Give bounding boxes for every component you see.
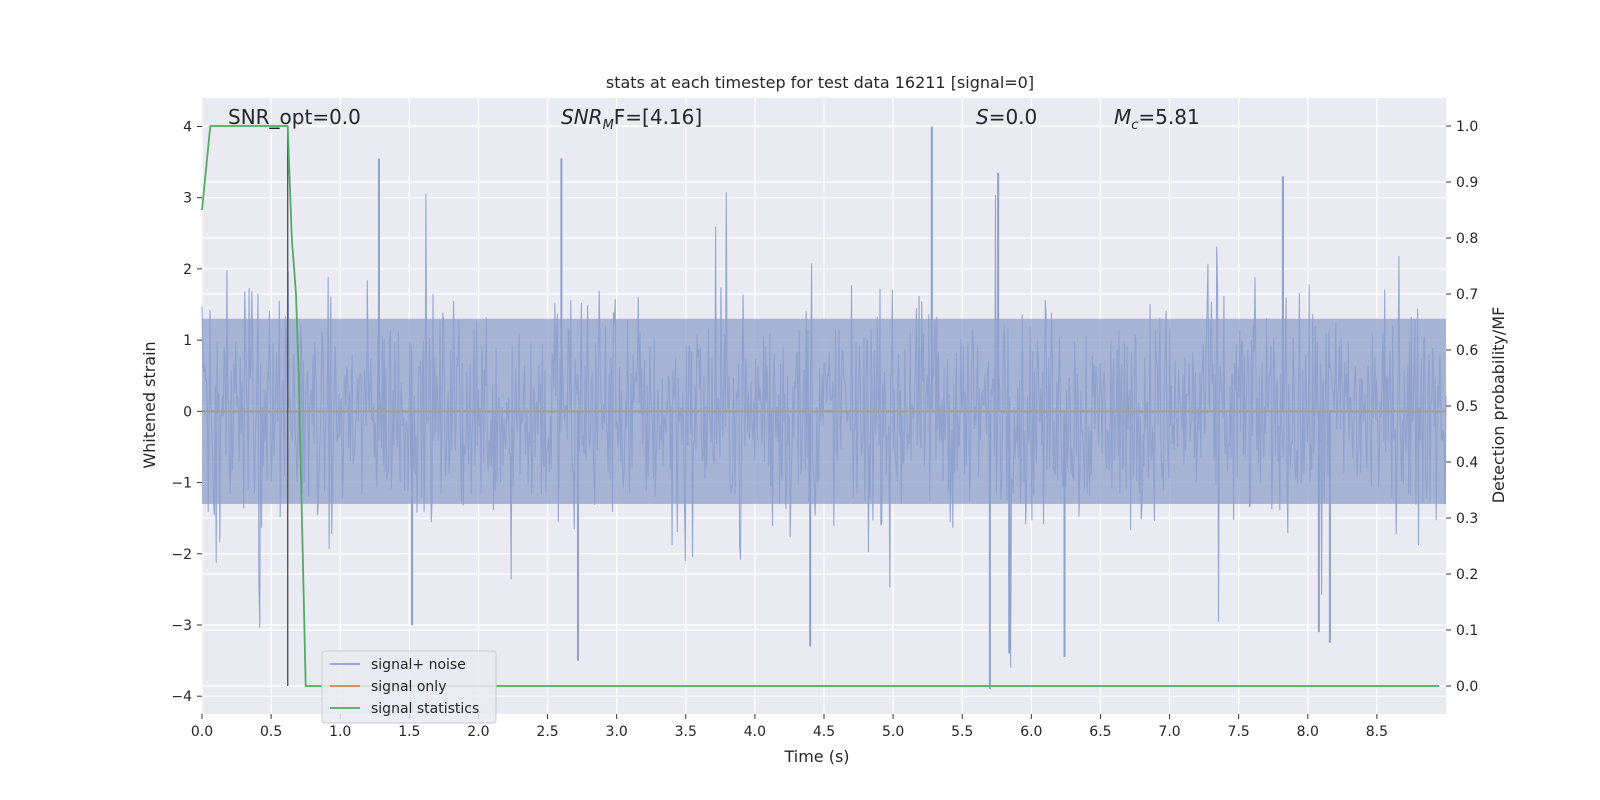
y-right-tick-label: 0.3	[1456, 511, 1478, 527]
y-left-tick-label: −3	[171, 618, 192, 634]
y-left-tick-label: 2	[183, 262, 192, 278]
y-axis-label-left: Whitened strain	[140, 341, 159, 468]
legend-box	[321, 650, 497, 724]
y-right-tick-label: 0.9	[1456, 175, 1478, 191]
series-signal-statistics	[201, 125, 1440, 687]
y-right-tick-label: 0.7	[1456, 287, 1478, 303]
y-right-tick-label: 0.4	[1456, 455, 1478, 471]
x-tick-label: 7.0	[1158, 724, 1180, 740]
y-left-tick-label: −4	[171, 689, 192, 705]
y-axis-label-right: Detection probability/MF	[1489, 307, 1508, 504]
x-tick-label: 6.5	[1089, 724, 1111, 740]
chart-title: stats at each timestep for test data 162…	[606, 73, 1034, 92]
x-tick-label: 4.0	[744, 724, 766, 740]
x-tick-label: 3.0	[606, 724, 628, 740]
x-tick-label: 5.5	[951, 724, 973, 740]
x-tick-label: 8.5	[1366, 724, 1388, 740]
x-tick-label: 1.0	[329, 724, 351, 740]
x-tick-label: 4.5	[813, 724, 835, 740]
legend-label-signal-statistics: signal statistics	[371, 701, 479, 717]
x-axis-label: Time (s)	[783, 747, 849, 766]
annotation-mc-rest: =5.81	[1138, 105, 1199, 129]
x-tick-label: 0.0	[191, 724, 213, 740]
annotation-snr-mf-base: SNR	[561, 105, 603, 129]
axes: 0.0 0.5 1.0 1.5 2.0 2.5 3.0 3.5 4.0 4.5 5.0 5.5 6.0 6…	[171, 119, 1478, 740]
y-right-tick-label: 1.0	[1456, 119, 1478, 135]
x-tick-label: 6.0	[1020, 724, 1042, 740]
y-right-tick-label: 0.5	[1456, 399, 1478, 415]
x-tick-label: 8.0	[1297, 724, 1319, 740]
y-right-tick-label: 0.8	[1456, 231, 1478, 247]
y-left-tick-label: 4	[183, 119, 192, 135]
y-right-tick-label: 0.2	[1456, 567, 1478, 583]
x-tick-label: 0.5	[260, 724, 282, 740]
annotation-mc-base: M	[1114, 105, 1131, 129]
x-tick-label: 1.5	[398, 724, 420, 740]
x-tick-label: 7.5	[1228, 724, 1250, 740]
y-right-tick-label: 0.0	[1456, 679, 1478, 695]
annotation-mc-sub: c	[1131, 118, 1138, 133]
annotation-snr-mf-rest: F=[4.16]	[614, 105, 702, 129]
y-right-tick-label: 0.6	[1456, 343, 1478, 359]
annotation-mc: Mc=5.81	[1114, 105, 1200, 133]
legend-label-signal-noise: signal+ noise	[371, 657, 466, 673]
annotation-s-rest: =0.0	[989, 105, 1038, 129]
x-tick-label: 5.0	[882, 724, 904, 740]
annotation-s-base: S	[976, 105, 989, 129]
annotation-s: S=0.0	[976, 105, 1037, 129]
y-right-tick-label: 0.1	[1456, 623, 1478, 639]
y-left-tick-label: 3	[183, 191, 192, 207]
y-left-tick-label: 0	[183, 404, 192, 420]
legend: signal+ noise signal only signal statist…	[321, 650, 497, 724]
x-tick-label: 2.5	[536, 724, 558, 740]
y-left-tick-label: −2	[171, 547, 192, 563]
annotation-snr-opt: SNR_opt=0.0	[228, 105, 361, 129]
legend-label-signal-only: signal only	[371, 679, 446, 695]
x-tick-label: 2.0	[467, 724, 489, 740]
line-series-layer	[201, 125, 1446, 687]
x-tick-label: 3.5	[675, 724, 697, 740]
annotation-snr-mf: SNRMF=[4.16]	[561, 105, 702, 133]
annotation-snr-mf-sub: M	[603, 118, 614, 133]
y-left-tick-label: 1	[183, 333, 192, 349]
y-left-tick-label: −1	[171, 476, 192, 492]
